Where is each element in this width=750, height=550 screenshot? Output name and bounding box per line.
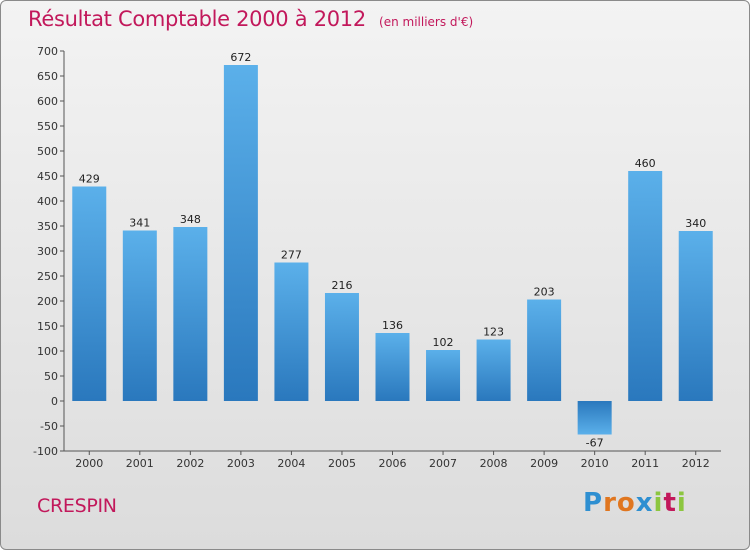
logo-letter: P [583,488,604,518]
bar [577,401,612,435]
x-tick-label: 2000 [75,457,103,470]
y-tick-label: 250 [37,270,58,283]
bar-value-label: 136 [382,319,403,332]
chart-title: Résultat Comptable 2000 à 2012 [28,7,366,31]
bar [527,299,562,401]
x-tick-label: 2007 [429,457,457,470]
x-tick-label: 2002 [176,457,204,470]
x-tick-label: 2006 [379,457,407,470]
logo-letter: t [663,488,677,518]
logo-letter: x [635,488,654,518]
x-tick-label: 2005 [328,457,356,470]
y-tick-label: 300 [37,245,58,258]
x-tick-label: 2009 [530,457,558,470]
bar-value-label: 429 [79,173,100,186]
bar-value-label: 340 [685,217,706,230]
y-tick-label: 100 [37,345,58,358]
y-tick-label: -100 [33,445,58,458]
y-tick-label: 500 [37,145,58,158]
bar [223,65,258,401]
title-row: Résultat Comptable 2000 à 2012 (en milli… [28,7,473,31]
logo-letter: i [653,488,664,518]
logo-letter: r [603,488,617,518]
bar [628,171,663,401]
bar [678,231,713,401]
proxiti-logo: Proxiti [583,488,687,518]
bar-value-label: 460 [635,157,656,170]
bar-value-label: -67 [586,437,604,450]
y-tick-label: 650 [37,70,58,83]
x-tick-label: 2010 [581,457,609,470]
y-tick-label: 200 [37,295,58,308]
x-tick-label: 2001 [126,457,154,470]
x-tick-label: 2012 [682,457,710,470]
bar-value-label: 277 [281,249,302,262]
y-tick-label: 600 [37,95,58,108]
commune-name: CRESPIN [37,495,117,517]
y-tick-label: 150 [37,320,58,333]
y-tick-label: -50 [40,420,58,433]
bar [72,186,107,401]
bar [426,350,461,401]
y-tick-label: 450 [37,170,58,183]
y-tick-label: 0 [51,395,58,408]
bar [324,293,359,401]
y-tick-label: 700 [37,45,58,58]
bar [375,333,410,401]
bar-value-label: 203 [534,286,555,299]
y-tick-label: 350 [37,220,58,233]
bar [122,230,157,401]
x-tick-label: 2008 [480,457,508,470]
bar [476,339,511,401]
bar-value-label: 123 [483,326,504,339]
y-tick-label: 50 [44,370,58,383]
logo-letter: o [616,488,636,518]
x-tick-label: 2004 [277,457,305,470]
x-tick-label: 2003 [227,457,255,470]
x-tick-label: 2011 [631,457,659,470]
bar [173,227,208,401]
bar [274,262,309,401]
y-tick-label: 400 [37,195,58,208]
chart-subtitle: (en milliers d'€) [379,15,474,29]
y-tick-label: 550 [37,120,58,133]
bar-value-label: 348 [180,213,201,226]
bar-value-label: 216 [331,279,352,292]
bar-value-label: 341 [129,217,150,230]
bar-value-label: 672 [230,51,251,64]
bar-value-label: 102 [433,336,454,349]
logo-letter: i [676,488,687,518]
